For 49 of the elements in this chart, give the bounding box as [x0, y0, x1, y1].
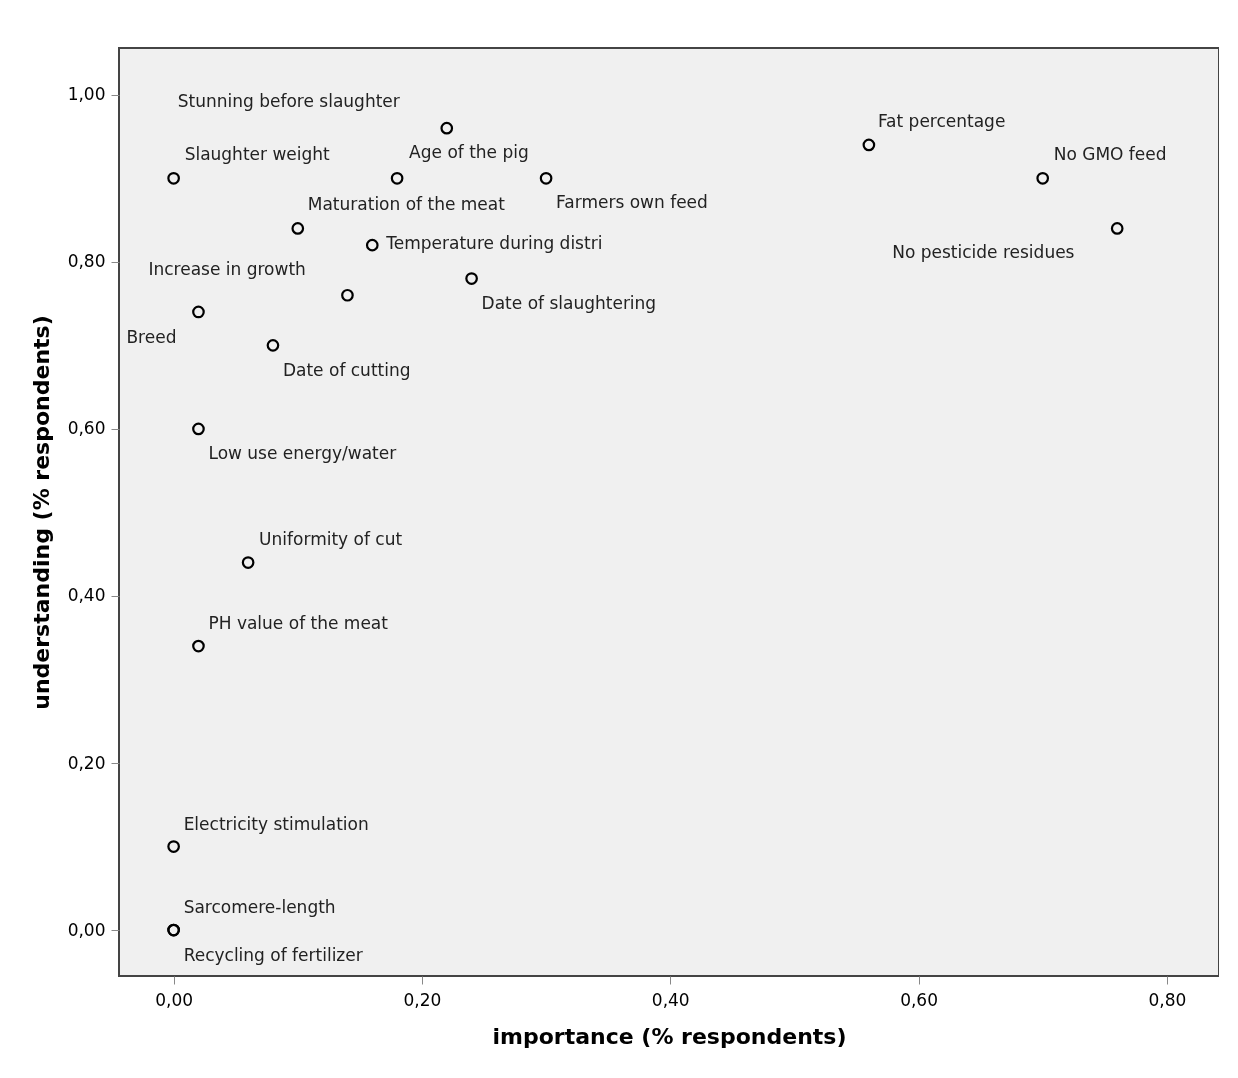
point — [440, 121, 454, 135]
point — [862, 138, 876, 152]
point — [341, 288, 354, 302]
point — [1110, 222, 1124, 235]
x-axis-title: importance (% respondents) — [492, 1023, 847, 1049]
annotation: Date of cutting — [282, 360, 411, 381]
annotation: Maturation of the meat — [307, 194, 506, 215]
annotation: Sarcomere-length — [183, 897, 336, 918]
point — [390, 171, 404, 185]
point — [192, 422, 205, 436]
annotation: Age of the pig — [409, 142, 529, 163]
annotation: Breed — [126, 326, 177, 347]
point — [241, 556, 255, 569]
y-tick-label: 0,20 — [67, 752, 106, 773]
annotation: Increase in growth — [148, 259, 306, 280]
y-tick-label: 0,00 — [67, 919, 106, 940]
annotation: Stunning before slaughter — [177, 91, 400, 112]
annotation: No GMO feed — [1053, 144, 1167, 165]
annotation: Fat percentage — [877, 110, 1006, 131]
point — [365, 238, 379, 252]
y-tick-label: 0,60 — [67, 418, 106, 439]
annotation: Recycling of fertilizer — [183, 945, 363, 966]
x-tick-label: 0,80 — [1148, 989, 1187, 1010]
annotation: Uniformity of cut — [259, 528, 403, 549]
point — [192, 305, 205, 319]
annotation: PH value of the meat — [208, 613, 389, 634]
point — [465, 272, 478, 285]
y-tick-label: 0,40 — [67, 585, 106, 606]
x-tick-label: 0,60 — [900, 989, 938, 1010]
annotation: Date of slaughtering — [481, 292, 657, 313]
point — [167, 840, 180, 853]
annotation: Electricity stimulation — [183, 813, 369, 834]
annotation: No pesticide residues — [892, 242, 1075, 263]
point — [1036, 171, 1050, 185]
point — [167, 171, 180, 185]
annotation: Slaughter weight — [184, 144, 331, 165]
point — [291, 222, 305, 235]
annotation: Low use energy/water — [208, 442, 397, 463]
point — [192, 639, 205, 653]
x-tick-label: 0,00 — [155, 989, 194, 1010]
point — [539, 171, 553, 185]
annotation: Farmers own feed — [556, 192, 708, 213]
y-axis-title: understanding (% respondents) — [28, 315, 54, 710]
point — [266, 339, 280, 352]
y-tick-label: 0,80 — [67, 251, 106, 272]
x-tick-label: 0,20 — [403, 989, 442, 1010]
x-tick-label: 0,40 — [651, 989, 690, 1010]
y-tick-label: 1,00 — [67, 84, 106, 105]
annotation: Temperature during distri — [385, 233, 603, 254]
